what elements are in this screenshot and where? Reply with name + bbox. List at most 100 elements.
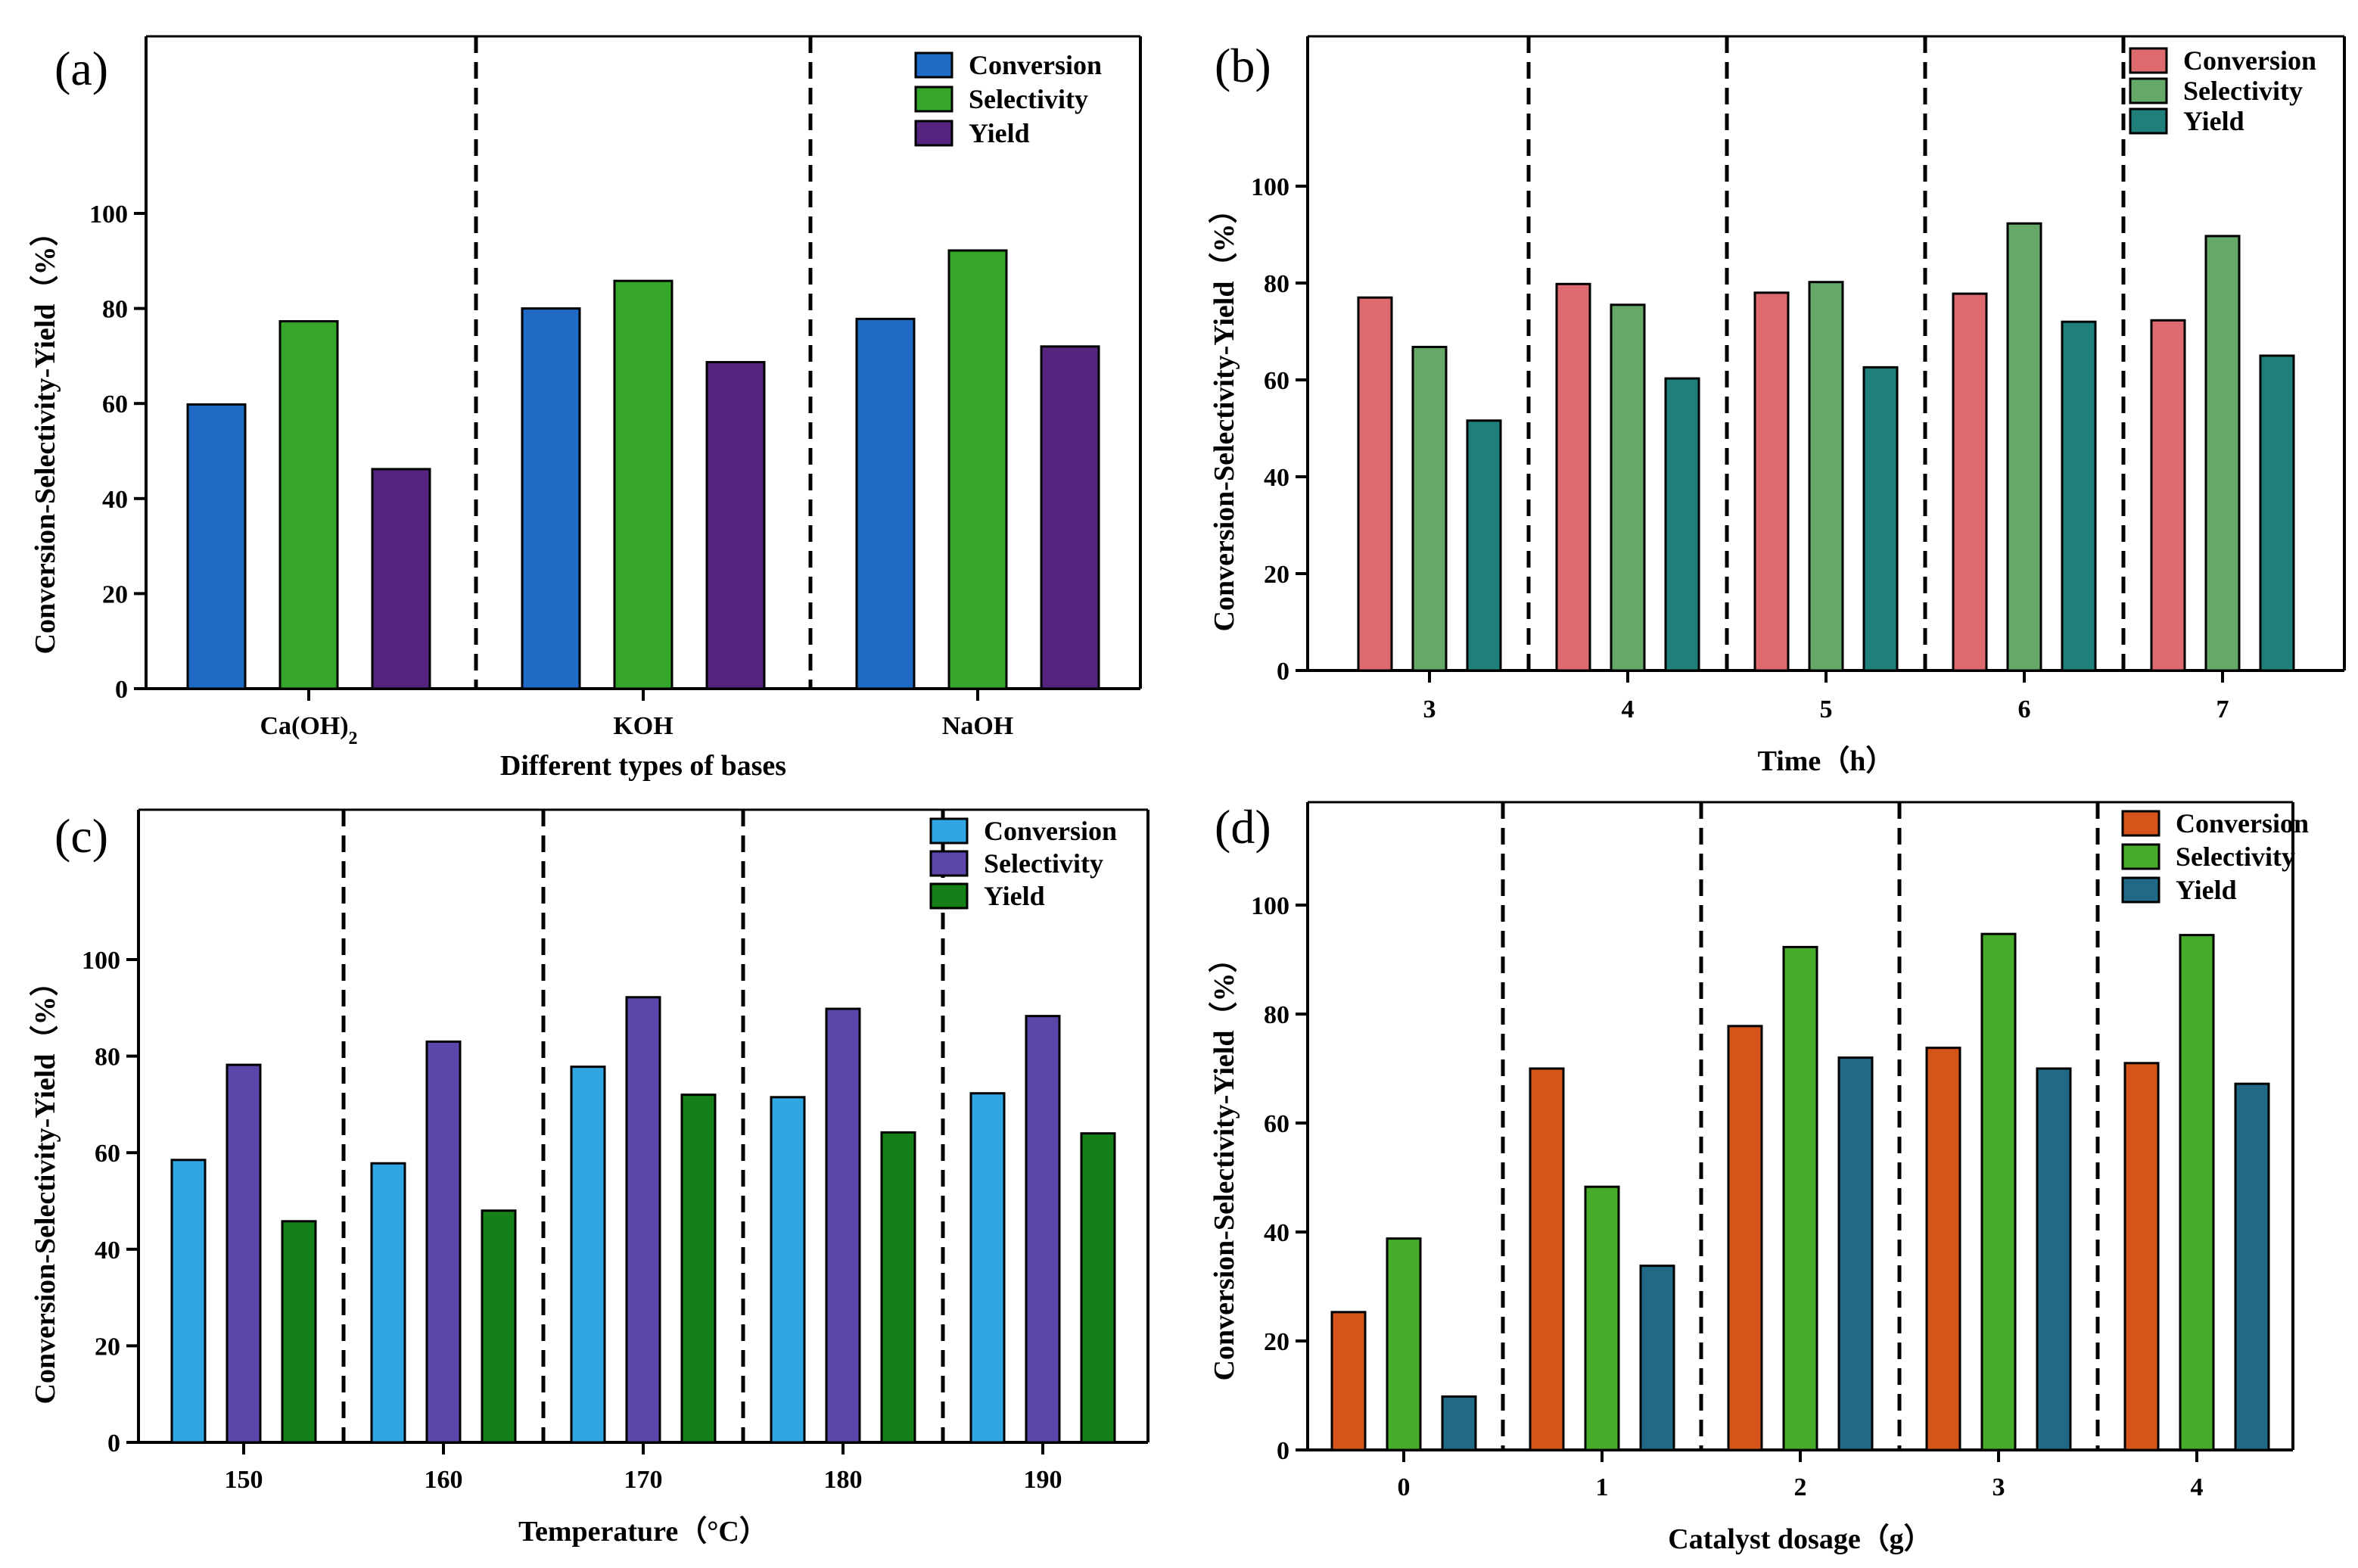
bar-yield-5 [2234, 1082, 2270, 1451]
bar-selectivity-5 [2204, 235, 2241, 672]
legend-swatch-selectivity [2129, 77, 2168, 104]
bar-selectivity-3 [1808, 281, 1844, 672]
bar-conversion-2 [370, 1162, 406, 1444]
legend-swatch-yield [2129, 107, 2168, 135]
y-axis-title: Conversion-Selectivity-Yield（%） [30, 968, 61, 1405]
y-tick-label: 0 [115, 676, 128, 704]
bar-selectivity-5 [1025, 1015, 1061, 1444]
y-tick-label: 20 [95, 1333, 120, 1361]
bar-yield-2 [705, 361, 766, 690]
x-tick-label-subscript: 2 [349, 729, 358, 748]
bar-selectivity-2 [425, 1040, 462, 1444]
legend-swatch-conversion [914, 51, 953, 79]
bar-conversion-3 [1727, 1025, 1763, 1451]
x-tick-label: 180 [824, 1466, 863, 1494]
bar-yield-5 [1080, 1132, 1116, 1444]
x-axis-title: Time（h） [1758, 745, 1895, 777]
panel-label: (a) [54, 42, 108, 95]
x-tick-label: 2 [1794, 1473, 1807, 1501]
y-axis-title: Conversion-Selectivity-Yield（%） [1209, 944, 1240, 1381]
bar-conversion-2 [521, 307, 581, 690]
bar-yield-4 [2061, 320, 2097, 672]
panel-label: (d) [1215, 800, 1271, 854]
x-tick-label: 4 [2191, 1473, 2204, 1501]
x-tick-label: Ca(OH)2 [260, 712, 357, 748]
legend-swatch-selectivity [929, 850, 969, 877]
x-tick-label: NaOH [942, 712, 1013, 740]
legend-label-conversion: Conversion [984, 816, 1117, 846]
x-tick-label: 150 [225, 1466, 263, 1494]
y-tick-label: 60 [102, 390, 128, 418]
legend-label-yield: Yield [2183, 106, 2244, 136]
bar-yield-1 [281, 1220, 317, 1444]
bar-selectivity-2 [613, 279, 673, 690]
bar-selectivity-1 [1411, 345, 1448, 672]
y-tick-label: 100 [89, 201, 128, 229]
x-tick-label: 3 [1992, 1473, 2005, 1501]
bar-selectivity-4 [1980, 932, 2017, 1451]
bar-conversion-5 [2150, 319, 2186, 672]
y-tick-label: 20 [1264, 1328, 1289, 1356]
x-tick-label: 1 [1596, 1473, 1609, 1501]
bar-selectivity-4 [2006, 222, 2042, 672]
x-tick-label: KOH [613, 712, 673, 740]
bar-conversion-1 [1330, 1311, 1367, 1451]
legend-swatch-yield [2121, 876, 2160, 904]
legend-swatch-yield [914, 120, 953, 147]
bar-conversion-3 [570, 1066, 606, 1444]
bar-conversion-2 [1555, 282, 1591, 672]
y-tick-label: 100 [1251, 892, 1289, 920]
bar-conversion-3 [1753, 291, 1790, 672]
x-tick-label: 6 [2018, 695, 2031, 723]
bar-selectivity-1 [226, 1063, 262, 1444]
bar-conversion-4 [1925, 1047, 1961, 1451]
y-tick-label: 20 [1264, 561, 1289, 589]
y-tick-label: 20 [102, 580, 128, 608]
y-tick-label: 40 [1264, 1219, 1289, 1247]
x-axis-title: Different types of bases [500, 750, 786, 782]
bar-yield-2 [1664, 377, 1700, 672]
bar-yield-3 [1837, 1056, 1874, 1451]
bar-selectivity-2 [1584, 1185, 1620, 1451]
legend-label-yield: Yield [984, 881, 1045, 911]
bar-conversion-5 [969, 1092, 1006, 1444]
bar-yield-3 [680, 1094, 717, 1444]
bar-conversion-3 [855, 317, 916, 690]
legend-swatch-yield [929, 882, 969, 910]
x-axis-title: Catalyst dosage（g） [1668, 1523, 1932, 1555]
x-tick-label: 3 [1423, 695, 1436, 723]
x-axis-title: Temperature（°C） [518, 1516, 768, 1548]
bar-conversion-5 [2123, 1062, 2160, 1451]
bar-yield-4 [880, 1131, 916, 1444]
x-tick-label: 7 [2216, 695, 2229, 723]
y-tick-label: 80 [1264, 270, 1289, 298]
y-tick-label: 0 [1277, 1437, 1289, 1465]
y-tick-label: 100 [82, 947, 120, 975]
chart-panel-4: (d)020406080100Conversion-Selectivity-Yi… [1209, 800, 2309, 1555]
bar-yield-3 [1862, 366, 1899, 672]
legend-label-conversion: Conversion [2176, 808, 2309, 838]
bar-conversion-1 [186, 403, 247, 690]
bar-selectivity-2 [1610, 303, 1646, 672]
legend-swatch-selectivity [914, 86, 953, 113]
panel-label: (c) [54, 809, 108, 863]
bar-yield-2 [1639, 1265, 1675, 1451]
panel-label: (b) [1215, 39, 1271, 92]
bar-selectivity-1 [278, 320, 339, 690]
legend-swatch-selectivity [2121, 843, 2160, 870]
legend-label-selectivity: Selectivity [2176, 842, 2295, 872]
bar-yield-4 [2036, 1067, 2072, 1451]
bar-yield-5 [2259, 354, 2295, 672]
legend-label-selectivity: Selectivity [969, 84, 1088, 114]
bar-yield-3 [1040, 345, 1100, 690]
x-tick-label: 0 [1398, 1473, 1411, 1501]
legend-label-yield: Yield [969, 118, 1030, 148]
legend-label-conversion: Conversion [2183, 45, 2316, 76]
legend-swatch-conversion [929, 817, 969, 845]
y-tick-label: 60 [1264, 1110, 1289, 1138]
y-tick-label: 40 [1264, 464, 1289, 492]
bar-conversion-4 [770, 1096, 806, 1444]
y-tick-label: 60 [1264, 367, 1289, 395]
x-tick-label: 5 [1820, 695, 1833, 723]
